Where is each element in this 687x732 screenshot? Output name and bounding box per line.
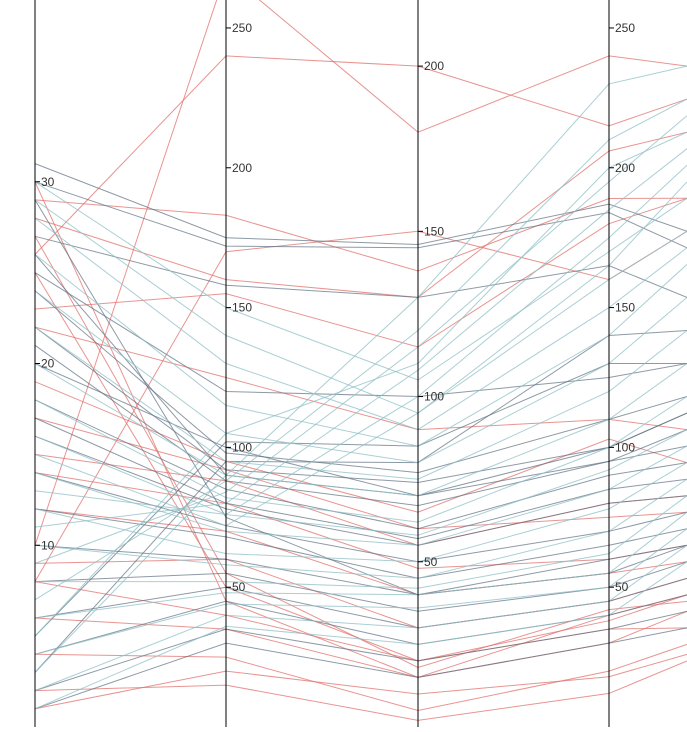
- axis-3-tick-label-100: 100: [615, 440, 635, 454]
- series-line-23: [34, 235, 687, 298]
- series-line-33: [34, 508, 687, 579]
- axis-1-tick-label-200: 200: [232, 161, 252, 175]
- series-line-63: [34, 98, 687, 601]
- axis-3-tick-label-150: 150: [615, 301, 635, 315]
- series-line-0: [34, 197, 687, 272]
- series-line-2: [34, 55, 687, 255]
- series-line-19: [34, 181, 687, 678]
- series-line-29: [34, 399, 687, 530]
- series-line-24: [34, 272, 687, 398]
- axis-0-tick-label-10: 10: [41, 538, 55, 552]
- series-line-22: [34, 181, 687, 249]
- axis-3-tick-label-200: 200: [615, 161, 635, 175]
- series-line-3: [34, 197, 687, 348]
- axis-1-tick-label-50: 50: [232, 580, 246, 594]
- series-line-16: [34, 0, 687, 546]
- series-line-12: [34, 660, 687, 721]
- series-line-54: [34, 462, 687, 563]
- axis-0-tick-label-30: 30: [41, 175, 55, 189]
- axis-2-tick-label-50: 50: [424, 555, 438, 569]
- axis-2-tick-label-100: 100: [424, 390, 444, 404]
- series-line-64: [34, 115, 687, 564]
- axis-3-tick-label-250: 250: [615, 21, 635, 35]
- series-line-8: [34, 558, 687, 629]
- axis-1-tick-label-250: 250: [232, 21, 252, 35]
- series-line-21: [34, 163, 687, 246]
- axis-1-tick-label-150: 150: [232, 301, 252, 315]
- series-line-13: [34, 653, 687, 710]
- series-line-65: [34, 148, 687, 528]
- axis-0-tick-label-20: 20: [41, 357, 55, 371]
- series-lines: [34, 0, 687, 721]
- series-line-34: [34, 544, 687, 596]
- axis-2-tick-label-150: 150: [424, 224, 444, 238]
- axis-3-tick-label-50: 50: [615, 580, 629, 594]
- series-line-48: [34, 290, 687, 464]
- axes: 10 20 30 50 100 150 200 250 50 100 150 200 50 100 150 2…: [34, 0, 635, 727]
- series-line-36: [34, 577, 687, 629]
- axis-2-tick-label-200: 200: [424, 59, 444, 73]
- series-line-58: [34, 528, 687, 655]
- series-line-53: [34, 445, 687, 546]
- series-line-45: [34, 199, 687, 414]
- axis-1-tick-label-100: 100: [232, 440, 252, 454]
